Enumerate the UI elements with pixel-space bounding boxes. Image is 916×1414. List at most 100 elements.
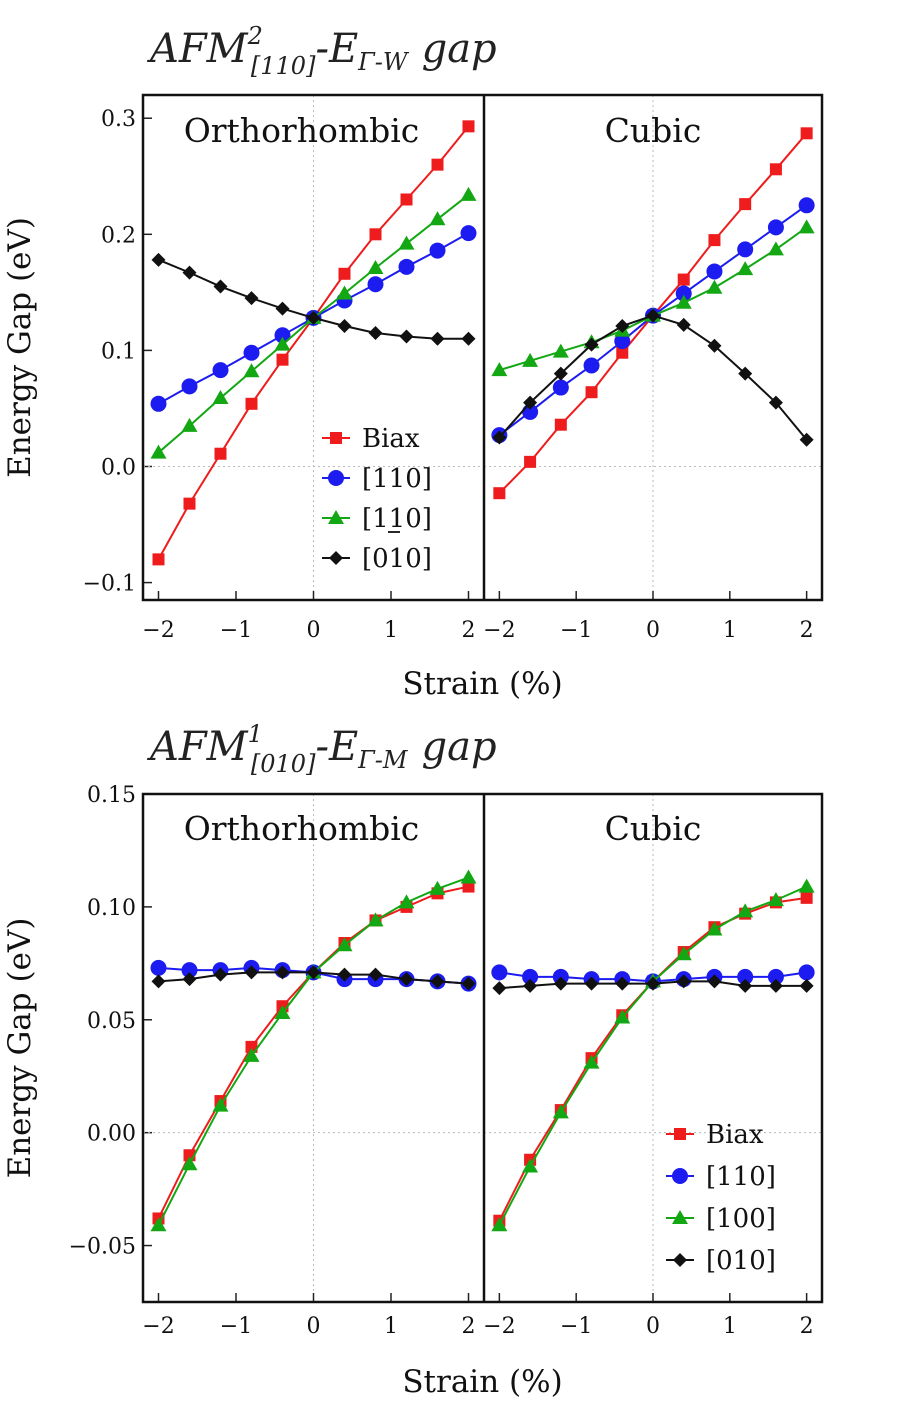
data-point [552,1104,569,1119]
data-point [306,965,321,980]
data-point [706,263,723,280]
data-point [522,1158,539,1173]
data-point [707,974,722,989]
data-point [369,228,382,241]
top-title-sub: [110] [251,52,316,80]
data-point [182,265,197,280]
data-point [614,1009,631,1024]
bottom-title-main: AFM [146,724,249,770]
top-title-e: -E [315,26,358,72]
data-point [274,336,291,351]
data-point [338,267,351,280]
legend-label: [010] [362,544,432,574]
data-point [491,964,508,981]
data-point [368,325,383,340]
data-point [244,965,259,980]
data-point [798,964,815,981]
data-point [554,418,567,431]
y-tick-label: 0.0 [101,455,136,480]
data-point [552,343,569,358]
top-title-main: AFM [146,26,249,72]
x-tick-label: 1 [723,618,737,643]
data-point [150,444,167,459]
data-point [767,241,784,256]
bottom-title-tail: gap [422,724,497,770]
data-point [767,892,784,907]
y-tick-label: −0.05 [69,1235,136,1260]
legend-marker [672,1210,688,1224]
legend-label: Biax [706,1120,764,1150]
y-tick-label: 0.1 [101,339,136,364]
data-point [429,880,446,895]
data-point [275,301,290,316]
x-tick-label: 0 [646,1314,660,1339]
panel-title: Cubic [605,809,702,848]
data-point [799,978,814,993]
x-tick-label: 1 [723,1314,737,1339]
x-axis-label: Strain (%) [402,1364,562,1400]
data-point [767,219,784,236]
bottom-figure-title: AFM1 [010]-EΓ-M gap [146,720,497,778]
data-point [677,273,690,286]
data-point [367,259,384,274]
data-point [799,432,814,447]
panel-title: Cubic [605,111,702,150]
data-point [243,344,260,361]
data-point [181,962,198,979]
data-point [737,261,754,276]
data-point [212,362,229,379]
x-tick-label: 1 [384,618,398,643]
x-tick-label: −1 [560,1314,592,1339]
data-point [739,198,752,211]
data-point [675,946,692,961]
x-tick-label: −1 [220,1314,252,1339]
x-tick-label: −2 [483,618,515,643]
data-point [614,333,631,350]
x-tick-label: 2 [800,1314,814,1339]
legend-marker [672,1168,688,1184]
data-point [492,981,507,996]
data-point [646,308,660,323]
x-tick-label: 1 [384,1314,398,1339]
x-tick-label: 2 [462,1314,476,1339]
series-line [499,226,808,372]
data-point [368,967,383,982]
data-point [398,894,415,909]
x-tick-label: −1 [220,618,252,643]
data-point [398,235,415,250]
data-point [461,331,476,346]
data-point [182,972,197,987]
data-point [462,120,475,133]
data-point [460,225,477,242]
data-point [275,965,290,980]
legend-label: [100] [706,1204,776,1234]
y-axis-label: Energy Gap (eV) [2,217,38,478]
data-point [706,921,723,936]
data-point [399,329,414,344]
data-point [523,978,538,993]
data-point [675,294,692,309]
data-point [524,455,537,468]
data-point [430,331,445,346]
legend-marker [673,1253,687,1267]
x-tick-label: 2 [462,618,476,643]
data-point [676,317,691,332]
data-point [150,395,167,412]
data-point [244,291,259,306]
data-point [552,379,569,396]
x-tick-label: 0 [307,1314,321,1339]
data-point [768,395,783,410]
data-point [737,903,754,918]
data-point [522,968,539,985]
data-point [430,974,445,989]
data-point [150,1217,167,1232]
data-point [737,968,754,985]
top-title-sub2: Γ-W [357,48,410,76]
data-point [429,242,446,259]
bottom-chart: −0.05 0.00 0.05 0.10 0.15 −2 −1 0 1 2 Orthorhombic… [2,783,824,1400]
panel-cubic: −2 −1 0 1 2 Cubic [483,95,822,643]
data-point [583,357,600,374]
top-figure-title: AFM2 [110]-EΓ-W gap [146,22,497,80]
legend-marker [674,1128,686,1140]
data-point [522,352,539,367]
